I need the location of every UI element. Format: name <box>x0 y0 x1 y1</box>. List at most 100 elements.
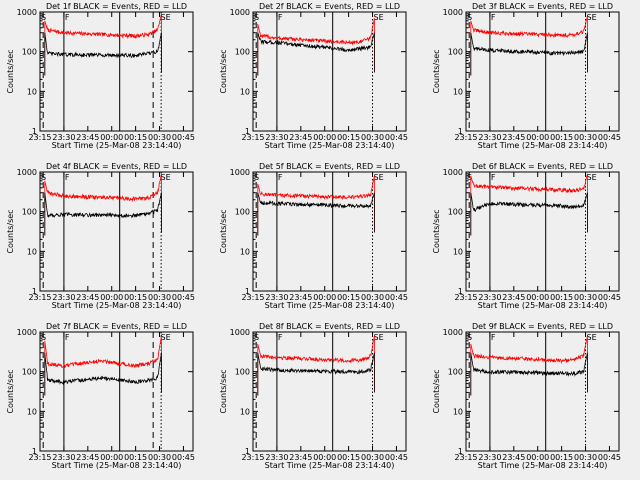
x-tick-label: 00:00 <box>100 133 123 142</box>
y-tick-label: 1000 <box>443 168 463 177</box>
plot-frame <box>39 331 194 452</box>
event-marker-label: F <box>491 333 496 342</box>
event-marker-label: SE <box>374 13 384 22</box>
event-marker-label: S <box>467 173 472 182</box>
x-tick-label: 00:15 <box>124 453 147 462</box>
y-tick-label: 1 <box>245 447 250 456</box>
chart-panel-6: Det 6f BLACK = Events, RED = LLD Counts/s… <box>432 162 621 310</box>
x-tick-label: 00:30 <box>361 133 384 142</box>
x-axis-label: Start Time (25-Mar-08 23:14:40) <box>478 301 608 310</box>
x-tick-label: 23:45 <box>289 133 312 142</box>
x-tick-label: 00:00 <box>100 453 123 462</box>
y-tick-label: 1000 <box>17 328 37 337</box>
chart-title: Det 9f BLACK = Events, RED = LLD <box>472 322 613 331</box>
y-axis-label: Counts/sec <box>432 49 441 93</box>
y-tick-label: 1 <box>458 287 463 296</box>
x-tick-label: 00:00 <box>313 293 336 302</box>
y-axis-label: Counts/sec <box>219 369 228 413</box>
events-series-line <box>257 352 375 396</box>
x-tick-label: 23:15 <box>241 453 264 462</box>
x-tick-label: 23:45 <box>76 293 99 302</box>
event-marker-label: F <box>65 13 70 22</box>
plot-frame <box>252 331 407 452</box>
y-tick-label: 10 <box>453 87 463 96</box>
event-marker-label: S <box>41 333 46 342</box>
x-tick-label: 23:30 <box>52 133 75 142</box>
events-series-line <box>470 192 588 236</box>
event-marker-label: SE <box>161 173 171 182</box>
x-tick-label: 00:45 <box>598 133 621 142</box>
event-marker-label: S <box>254 333 259 342</box>
event-marker-label: F <box>65 173 70 182</box>
lld-series-line <box>257 18 375 76</box>
y-tick-label: 1 <box>32 127 37 136</box>
x-tick-label: 00:15 <box>337 293 360 302</box>
y-tick-label: 1 <box>245 127 250 136</box>
events-series-line <box>44 352 162 396</box>
event-marker-label: F <box>278 13 283 22</box>
y-tick-label: 1 <box>458 127 463 136</box>
x-tick-label: 00:30 <box>574 133 597 142</box>
chart-title: Det 5f BLACK = Events, RED = LLD <box>259 162 400 171</box>
y-axis-label: Counts/sec <box>432 209 441 253</box>
y-tick-label: 10 <box>240 247 250 256</box>
x-axis-label: Start Time (25-Mar-08 23:14:40) <box>52 141 182 150</box>
chart-title: Det 8f BLACK = Events, RED = LLD <box>259 322 400 331</box>
y-tick-label: 1000 <box>230 8 250 17</box>
x-tick-label: 00:45 <box>598 453 621 462</box>
chart-panel-7: Det 7f BLACK = Events, RED = LLD Counts/s… <box>6 322 195 470</box>
x-tick-label: 00:45 <box>385 293 408 302</box>
y-tick-label: 1000 <box>17 168 37 177</box>
y-tick-label: 1000 <box>230 328 250 337</box>
chart-panel-1: Det 1f BLACK = Events, RED = LLD Counts/s… <box>6 2 195 150</box>
y-tick-label: 10 <box>453 407 463 416</box>
lld-series-line <box>44 173 162 236</box>
x-tick-label: 00:15 <box>337 453 360 462</box>
y-tick-label: 1000 <box>17 8 37 17</box>
event-marker-label: SE <box>374 173 384 182</box>
x-tick-label: 00:15 <box>550 293 573 302</box>
y-tick-label: 1 <box>32 287 37 296</box>
event-marker-label: SE <box>161 333 171 342</box>
y-tick-label: 1000 <box>443 328 463 337</box>
y-tick-label: 10 <box>27 87 37 96</box>
x-tick-label: 23:30 <box>478 293 501 302</box>
x-axis-label: Start Time (25-Mar-08 23:14:40) <box>52 301 182 310</box>
x-tick-label: 23:30 <box>478 133 501 142</box>
x-tick-label: 23:15 <box>28 293 51 302</box>
plot-frame <box>465 331 620 452</box>
chart-title: Det 2f BLACK = Events, RED = LLD <box>259 2 400 11</box>
y-axis-label: Counts/sec <box>219 49 228 93</box>
x-tick-label: 00:45 <box>172 453 195 462</box>
y-tick-label: 10 <box>240 407 250 416</box>
y-tick-label: 1000 <box>443 8 463 17</box>
x-tick-label: 00:30 <box>361 293 384 302</box>
lld-series-line <box>470 15 588 76</box>
y-tick-label: 1 <box>458 447 463 456</box>
x-tick-label: 00:15 <box>550 453 573 462</box>
lld-series-line <box>257 175 375 236</box>
y-tick-label: 1000 <box>230 168 250 177</box>
event-marker-label: S <box>41 13 46 22</box>
x-tick-label: 23:30 <box>52 293 75 302</box>
x-tick-label: 00:00 <box>526 133 549 142</box>
x-tick-label: 23:15 <box>241 293 264 302</box>
x-tick-label: 23:45 <box>76 453 99 462</box>
y-tick-label: 100 <box>448 48 463 57</box>
event-marker-label: F <box>278 173 283 182</box>
x-tick-label: 23:45 <box>502 293 525 302</box>
event-marker-label: S <box>254 173 259 182</box>
x-axis-label: Start Time (25-Mar-08 23:14:40) <box>478 141 608 150</box>
x-axis-label: Start Time (25-Mar-08 23:14:40) <box>265 461 395 470</box>
y-tick-label: 100 <box>448 208 463 217</box>
x-tick-label: 00:15 <box>124 293 147 302</box>
x-tick-label: 00:45 <box>385 453 408 462</box>
x-tick-label: 00:30 <box>574 453 597 462</box>
x-tick-label: 23:15 <box>454 453 477 462</box>
x-tick-label: 00:30 <box>361 453 384 462</box>
x-tick-label: 00:00 <box>313 453 336 462</box>
event-marker-label: SE <box>587 173 597 182</box>
events-series-line <box>470 32 588 76</box>
y-tick-label: 1 <box>245 287 250 296</box>
